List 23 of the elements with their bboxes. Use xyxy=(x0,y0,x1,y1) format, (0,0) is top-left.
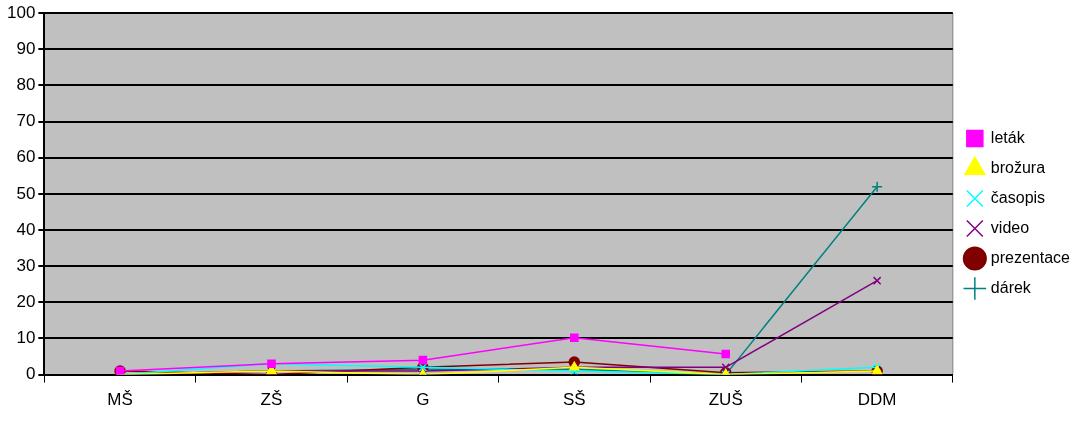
x-tick-label: MŠ xyxy=(107,390,133,410)
x-tick-label: DDM xyxy=(857,390,897,410)
y-tick-label: 20 xyxy=(16,292,36,312)
y-tick-label: 60 xyxy=(16,147,36,167)
y-tick-label: 50 xyxy=(16,183,36,203)
x-tick-label: ZŠ xyxy=(260,390,283,410)
x-tick-label: ZUŠ xyxy=(708,390,743,410)
y-tick-label: 10 xyxy=(16,328,36,348)
y-tick-label: 0 xyxy=(25,364,36,384)
y-tick-label: 100 xyxy=(6,2,36,22)
y-tick-label: 40 xyxy=(16,219,36,239)
legend-label: prezentace xyxy=(990,248,1071,266)
legend-label: leták xyxy=(990,128,1026,146)
y-tick-label: 30 xyxy=(16,255,36,275)
legend-label: brožura xyxy=(990,158,1046,176)
legend-label: video xyxy=(990,218,1030,236)
legend-label: časopis xyxy=(990,188,1046,206)
y-tick-label: 70 xyxy=(16,111,36,131)
y-tick-label: 90 xyxy=(16,39,36,59)
x-tick-label: G xyxy=(416,390,430,410)
legend-label: dárek xyxy=(990,278,1032,296)
x-tick-label: SŠ xyxy=(562,390,586,410)
y-tick-label: 80 xyxy=(16,75,36,95)
